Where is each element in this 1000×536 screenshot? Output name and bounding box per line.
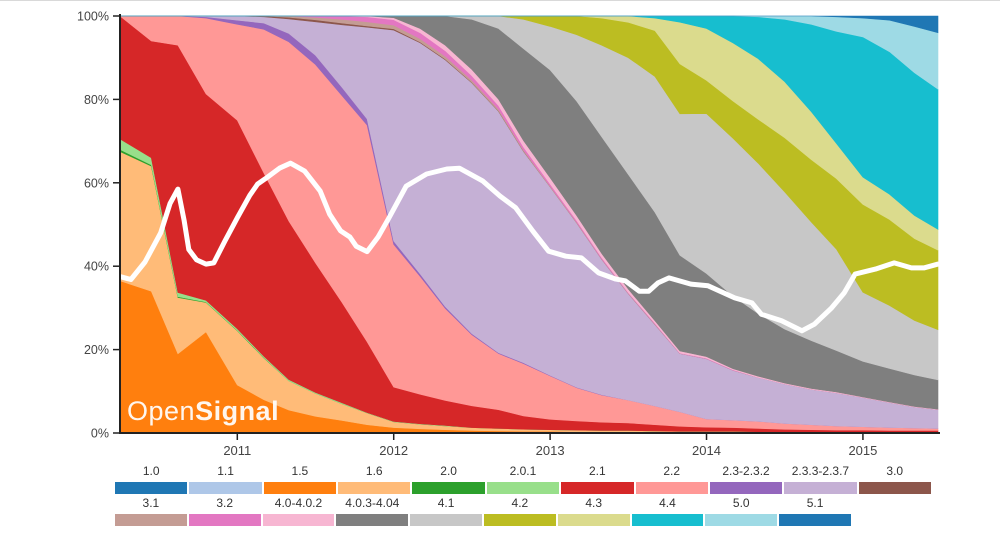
legend-swatch-2.1[interactable]	[561, 482, 634, 494]
legend-label: 2.3.3-2.3.7	[791, 464, 850, 478]
legend-label: 2.2	[663, 464, 681, 478]
legend-item-4.0-4.0.2: 4.0-4.0.2	[262, 495, 335, 526]
legend-swatch-1.5[interactable]	[263, 482, 337, 494]
legend-swatch-2.2[interactable]	[635, 482, 708, 494]
x-tick-label: 2013	[536, 443, 565, 458]
y-tick-label: 100%	[77, 10, 109, 24]
overlay-trend-line	[117, 160, 941, 334]
legend-swatch-1.0[interactable]	[115, 482, 188, 494]
y-tick-label: 20%	[84, 343, 109, 357]
legend-item-5.1: 5.1	[779, 495, 851, 526]
legend-item-1.0: 1.0	[115, 463, 188, 494]
legend-label: 1.0	[142, 464, 160, 478]
legend-item-4.4: 4.4	[631, 495, 704, 526]
legend-swatch-2.3-2.3.2[interactable]	[709, 482, 783, 494]
legend-item-1.6: 1.6	[338, 463, 411, 494]
legend-row-1: 1.0 1.1 1.5 1.6 2.0 2.0.1 2.1 2.2 2.3-2.3.2 2.3.3…	[115, 463, 931, 494]
legend-swatch-5.1[interactable]	[779, 514, 851, 526]
legend-swatch-1.1[interactable]	[189, 482, 262, 494]
legend-label: 4.1	[437, 496, 455, 510]
x-tick-label: 2014	[692, 443, 721, 458]
legend-item-1.5: 1.5	[263, 463, 337, 494]
legend-item-4.3: 4.3	[557, 495, 630, 526]
legend-label: 5.1	[806, 496, 824, 510]
legend-item-2.3-2.3.2: 2.3-2.3.2	[709, 463, 783, 494]
legend-swatch-4.3[interactable]	[557, 514, 630, 526]
legend-label: 3.0	[886, 464, 904, 478]
legend-label: 4.2	[511, 496, 529, 510]
watermark-open: Open	[127, 396, 196, 426]
legend-label: 1.5	[291, 464, 309, 478]
legend-item-2.3.3-2.3.7: 2.3.3-2.3.7	[784, 463, 857, 494]
y-tick-label: 80%	[84, 93, 109, 107]
legend-label: 5.0	[732, 496, 750, 510]
legend-item-2.0: 2.0	[412, 463, 485, 494]
legend-swatch-2.0[interactable]	[412, 482, 485, 494]
legend-swatch-3.2[interactable]	[188, 514, 261, 526]
legend-label: 2.0.1	[509, 464, 537, 478]
legend-swatch-2.3.3-2.3.7[interactable]	[784, 482, 857, 494]
legend-label: 2.3-2.3.2	[722, 464, 770, 478]
legend-label: 4.4	[659, 496, 676, 510]
y-tick-label: 0%	[91, 427, 109, 441]
legend-swatch-5.0[interactable]	[705, 514, 778, 526]
legend-item-3.2: 3.2	[188, 495, 261, 526]
legend-item-4.2: 4.2	[483, 495, 556, 526]
legend-swatch-3.0[interactable]	[858, 482, 931, 494]
legend-swatch-1.6[interactable]	[338, 482, 411, 494]
legend-label: 4.0.3-4.04	[345, 496, 400, 510]
watermark-signal: Signal	[195, 396, 280, 426]
y-tick-label: 40%	[84, 260, 109, 274]
opensignal-watermark: OpenSignal	[127, 398, 279, 425]
y-tick-label: 60%	[84, 176, 109, 190]
axes: 0% 20% 40% 60% 80% 100% 2011 2012 2013 2014 2015	[77, 10, 940, 458]
legend-swatch-4.0-4.0.2[interactable]	[262, 514, 335, 526]
legend-label: 4.0-4.0.2	[274, 496, 323, 510]
legend-swatch-3.1[interactable]	[115, 514, 187, 526]
legend-swatch-2.0.1[interactable]	[486, 482, 560, 494]
legend-label: 3.1	[142, 496, 160, 510]
legend-item-5.0: 5.0	[705, 495, 778, 526]
area-5.1[interactable]	[120, 15, 939, 34]
legend-swatch-4.4[interactable]	[631, 514, 704, 526]
x-tick-label: 2011	[223, 443, 251, 458]
legend-swatch-4.1[interactable]	[410, 514, 482, 526]
x-tick-label: 2015	[848, 443, 877, 458]
legend-row-2: 3.1 3.2 4.0-4.0.2 4.0.3-4.04 4.1 4.2 4.3 4.4 5.0…	[115, 495, 851, 526]
legend-item-3.1: 3.1	[115, 495, 187, 526]
legend-item-4.0.3-4.04: 4.0.3-4.04	[336, 495, 409, 526]
legend-label: 1.6	[365, 464, 383, 478]
legend-item-3.0: 3.0	[858, 463, 931, 494]
legend-item-4.1: 4.1	[410, 495, 482, 526]
legend-label: 2.1	[588, 464, 606, 478]
x-tick-label: 2012	[379, 443, 408, 458]
legend-item-2.2: 2.2	[635, 463, 708, 494]
legend-item-2.0.1: 2.0.1	[486, 463, 560, 494]
legend-label: 1.1	[217, 464, 234, 478]
legend-label: 2.0	[440, 464, 457, 478]
legend-swatch-4.0.3-4.04[interactable]	[336, 514, 409, 526]
legend-swatch-4.2[interactable]	[483, 514, 556, 526]
legend-label: 4.3	[585, 496, 603, 510]
legend-label: 3.2	[216, 496, 234, 510]
legend-item-1.1: 1.1	[189, 463, 262, 494]
legend-item-2.1: 2.1	[561, 463, 634, 494]
